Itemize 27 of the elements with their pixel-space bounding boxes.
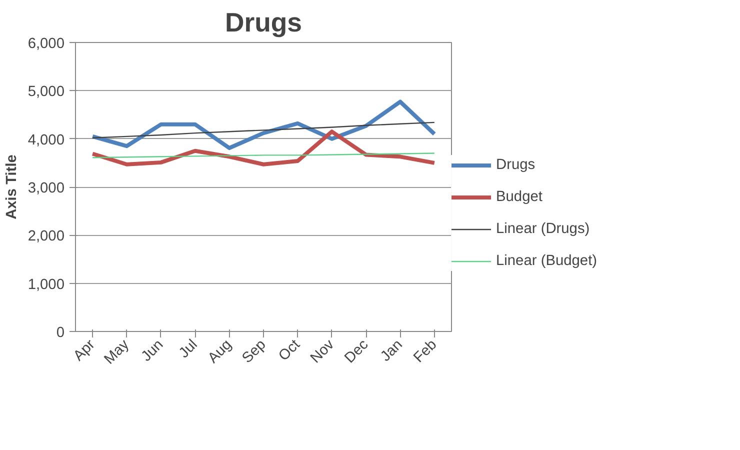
x-tick-label: Nov: [308, 336, 338, 367]
x-tick-label: Apr: [70, 336, 98, 364]
x-tick-label: Jul: [176, 336, 201, 362]
x-tick-label: Dec: [342, 336, 372, 367]
y-tick-label: 6,000: [28, 36, 65, 52]
y-tick-label: 2,000: [28, 228, 65, 245]
x-tick-label: Aug: [205, 336, 235, 367]
y-axis-title: Axis Title: [4, 154, 20, 220]
x-tick-label: Jan: [378, 336, 406, 365]
line-series: [92, 122, 436, 138]
legend-label: Linear (Drugs): [496, 221, 590, 237]
line-series: [90, 130, 436, 166]
y-tick-label: 3,000: [28, 180, 65, 196]
x-tick-label: Oct: [276, 336, 304, 364]
y-tick-label: 1,000: [28, 276, 65, 293]
y-tick-label: 0: [56, 325, 65, 341]
x-tick-label: Feb: [410, 336, 440, 366]
x-tick-label: Jun: [138, 336, 167, 365]
chart-title: Drugs: [224, 8, 302, 38]
y-tick-label: 4,000: [28, 132, 65, 148]
legend-label: Linear (Budget): [496, 253, 598, 269]
legend-label: Budget: [496, 189, 542, 205]
line-series: [90, 100, 436, 150]
legend-label: Drugs: [496, 157, 536, 173]
y-tick-label: 5,000: [28, 84, 65, 100]
x-tick-label: Sep: [239, 336, 270, 367]
x-tick-label: May: [102, 336, 133, 368]
